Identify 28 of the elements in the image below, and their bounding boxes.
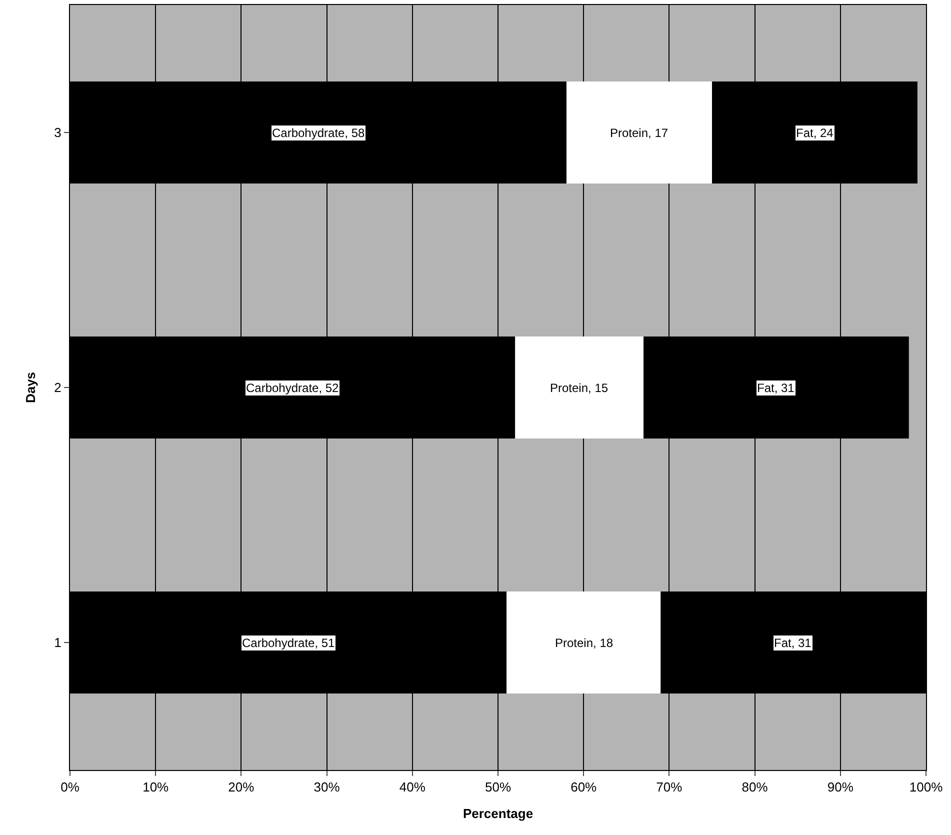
data-label: Carbohydrate, 58 — [272, 126, 366, 140]
data-label: Carbohydrate, 52 — [246, 381, 340, 395]
data-label: Fat, 31 — [757, 381, 795, 395]
data-label: Fat, 31 — [774, 636, 812, 650]
y-tick-label: 3 — [54, 125, 62, 140]
x-tick-label: 50% — [484, 780, 512, 795]
x-tick-label: 30% — [314, 780, 340, 795]
bar — [566, 82, 712, 184]
x-tick-label: 80% — [742, 780, 768, 795]
y-axis-title: Days — [23, 372, 38, 404]
data-label: Carbohydrate, 51 — [242, 636, 336, 650]
x-tick-label: 60% — [570, 780, 598, 795]
data-label: Protein, 18 — [555, 636, 614, 650]
data-label: Protein, 17 — [610, 126, 668, 140]
bar — [515, 336, 644, 438]
y-tick-label: 2 — [54, 380, 62, 396]
x-axis-title: Percentage — [462, 806, 534, 822]
data-label: Protein, 15 — [550, 381, 608, 395]
x-tick-label: 0% — [60, 780, 80, 795]
x-tick-label: 40% — [399, 780, 426, 795]
x-tick-label: 70% — [656, 780, 683, 795]
x-tick-label: 20% — [228, 780, 255, 795]
y-tick-label: 1 — [54, 635, 62, 650]
x-tick-label: 90% — [827, 780, 854, 795]
x-tick-label: 10% — [142, 780, 170, 795]
data-label: Fat, 24 — [796, 126, 834, 140]
bar — [506, 592, 661, 694]
x-tick-label: 100% — [909, 780, 944, 795]
